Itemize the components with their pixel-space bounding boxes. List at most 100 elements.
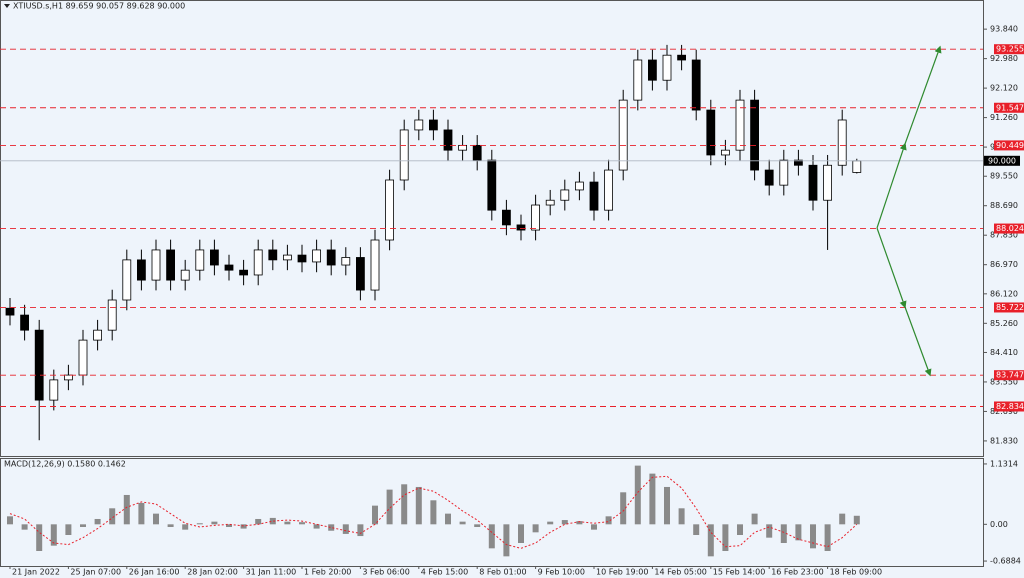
macd-bar <box>80 524 86 527</box>
macd-bar <box>372 505 378 525</box>
macd-bar <box>664 486 670 525</box>
macd-bar <box>430 500 437 525</box>
y-tick-label: 83.550 <box>990 377 1018 386</box>
candle-body <box>501 209 511 226</box>
level-box <box>994 223 1024 234</box>
candle-body <box>648 59 657 81</box>
x-tick-label: 26 Jan 16:00 <box>129 568 180 577</box>
macd-bar <box>576 521 583 525</box>
candle-body <box>107 299 117 331</box>
macd-bar <box>737 524 743 535</box>
macd-bar <box>722 524 729 552</box>
macd-bar <box>853 515 860 525</box>
macd-bar <box>211 521 218 525</box>
x-tick-label: 25 Jan 07:00 <box>70 568 121 577</box>
candle-body <box>735 99 745 151</box>
candle-body <box>5 307 15 316</box>
level-label: 93.255 <box>996 45 1024 54</box>
x-tick-label: 10 Feb 19:00 <box>596 568 648 577</box>
candle-body <box>560 189 570 201</box>
level-box <box>994 102 1024 113</box>
candle-body <box>136 259 146 281</box>
macd-bar <box>751 513 758 525</box>
candle-body <box>49 379 59 401</box>
level-box <box>994 370 1024 381</box>
candle-body <box>122 259 132 301</box>
macd-bar <box>707 524 714 557</box>
macd-title: MACD(12,26,9) 0.1580 0.1462 <box>4 460 126 469</box>
level-label: 91.547 <box>996 103 1024 112</box>
candle-body <box>662 54 672 81</box>
macd-bar <box>299 522 305 525</box>
arrow <box>876 227 907 309</box>
candle-body <box>545 199 555 206</box>
candle-body <box>575 181 584 191</box>
x-tick-label: 18 Feb 09:00 <box>830 568 882 577</box>
candle-body <box>721 149 730 156</box>
macd-bar <box>532 524 539 533</box>
candle-body <box>268 249 278 261</box>
macd-bar <box>269 517 276 525</box>
candle-body <box>633 59 643 101</box>
macd-bar <box>693 524 700 535</box>
macd-bar <box>401 484 408 525</box>
current-price-box <box>984 155 1020 166</box>
candle-body <box>443 129 453 151</box>
candle-body <box>64 374 73 381</box>
candle-body <box>428 119 438 131</box>
macd-bar <box>284 521 291 525</box>
macd-bar <box>196 523 203 525</box>
macd-bar <box>415 486 422 525</box>
candle-body <box>414 119 424 131</box>
level-box <box>994 140 1024 151</box>
candle-body <box>209 249 219 266</box>
candle-body <box>78 339 88 376</box>
candle-body <box>750 99 759 171</box>
macd-bar <box>240 524 247 529</box>
macd-bar <box>810 524 816 549</box>
x-tick-label: 9 Feb 10:00 <box>538 568 585 577</box>
macd-bar <box>226 524 232 527</box>
level-box <box>994 401 1024 412</box>
plot: 93.84092.98092.12091.26090.40089.55088.6… <box>0 25 1024 577</box>
x-tick-label: 1 Feb 20:00 <box>304 568 351 577</box>
candle-body <box>93 329 102 341</box>
macd-bar <box>591 524 597 530</box>
candle-body <box>764 169 774 186</box>
macd-bar <box>182 524 189 530</box>
macd-bar <box>459 521 466 525</box>
y-tick-label: 81.830 <box>990 436 1018 445</box>
macd-bar <box>474 524 481 527</box>
candle-body <box>20 314 30 331</box>
candle-body <box>385 179 395 241</box>
forecast-arrows <box>876 45 942 377</box>
level-label: 90.449 <box>996 141 1024 150</box>
y-tick-label: 85.260 <box>990 319 1018 328</box>
candle-body <box>531 204 540 231</box>
level-label: 83.747 <box>996 371 1024 380</box>
macd-bar <box>328 524 335 531</box>
candle-body <box>224 264 234 271</box>
x-tick-label: 21 Jan 2022 <box>12 568 60 577</box>
candle-body <box>370 239 380 291</box>
candle-body <box>239 269 249 276</box>
menu-triangle <box>4 4 10 8</box>
candle-body <box>151 249 161 281</box>
macd-bar <box>649 473 656 525</box>
y-tick-label: 84.410 <box>990 348 1018 357</box>
macd-bar <box>342 524 349 534</box>
y-tick-label: 86.970 <box>990 260 1018 269</box>
candle-body <box>195 249 205 271</box>
x-tick-label: 28 Jan 02:00 <box>187 568 238 577</box>
macd-bar <box>503 524 510 557</box>
macd-bar <box>780 524 787 543</box>
y-tick-label: 88.690 <box>990 201 1018 210</box>
macd-bar <box>357 524 364 537</box>
candle-body <box>589 181 599 211</box>
y-tick-label: 86.120 <box>990 289 1018 298</box>
macd-bar <box>824 524 831 552</box>
macd-bar <box>547 521 554 525</box>
y-tick-label: -0.6884 <box>990 557 1021 566</box>
candle-body <box>823 164 832 201</box>
